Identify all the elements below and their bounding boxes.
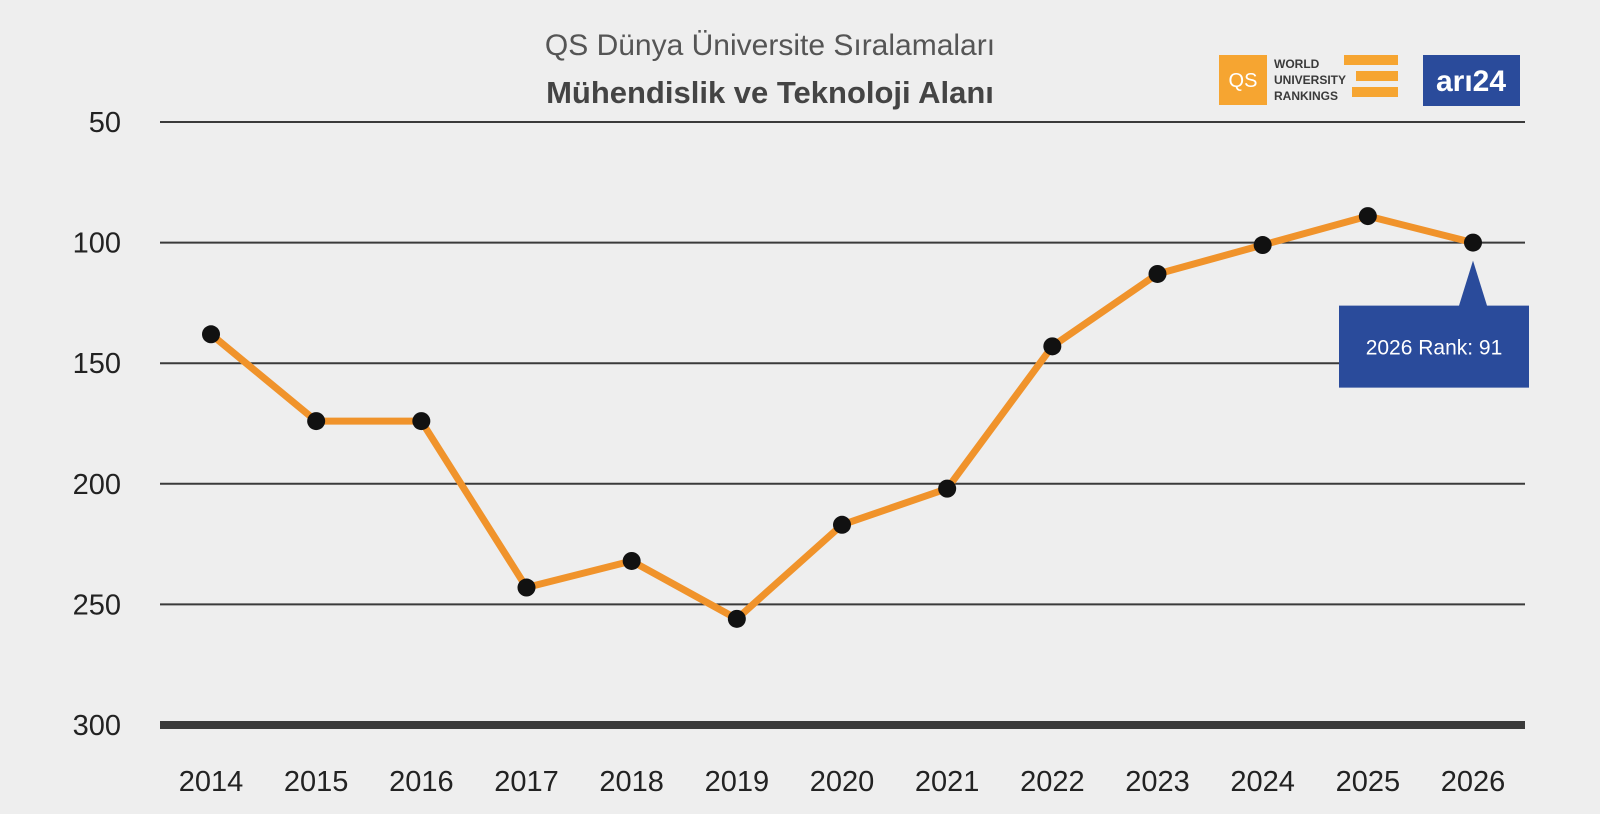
chart-title: QS Dünya Üniversite Sıralamaları	[545, 29, 995, 62]
x-tick-label: 2026	[1441, 766, 1506, 798]
ari24-logo: arı24	[1423, 55, 1520, 106]
data-point-2022	[1043, 337, 1062, 356]
x-tick-label: 2018	[599, 766, 664, 798]
data-point-2021	[938, 479, 957, 498]
x-tick-label: 2019	[705, 766, 770, 798]
data-point-2025	[1358, 207, 1377, 226]
x-tick-label: 2017	[494, 766, 559, 798]
x-tick-label: 2022	[1020, 766, 1085, 798]
y-tick-label: 200	[73, 469, 121, 501]
chart-subtitle: Mühendislik ve Teknoloji Alanı	[546, 75, 994, 110]
x-tick-label: 2016	[389, 766, 454, 798]
data-point-2017	[517, 578, 536, 597]
x-tick-label: 2015	[284, 766, 349, 798]
x-tick-label: 2023	[1125, 766, 1190, 798]
y-tick-label: 50	[89, 107, 121, 139]
qs-logo-square	[1219, 55, 1267, 105]
x-tick-label: 2020	[810, 766, 875, 798]
qs-logo-bar	[1356, 71, 1398, 81]
data-point-2018	[622, 551, 641, 570]
x-tick-label: 2024	[1230, 766, 1295, 798]
series-rank	[202, 207, 1482, 628]
y-tick-label: 150	[73, 348, 121, 380]
x-axis-ticks: 2014 2015 2016 2017 2018 2019 2020 2021 2022 2023…	[179, 766, 1506, 798]
qs-logo-bar	[1352, 87, 1398, 97]
x-tick-label: 2014	[179, 766, 244, 798]
x-tick-label: 2025	[1336, 766, 1401, 798]
y-tick-label: 300	[73, 710, 121, 742]
qs-logo-line1: WORLD	[1274, 57, 1320, 71]
gridlines	[160, 121, 1525, 729]
data-point-2019	[727, 609, 746, 628]
ari24-logo-box	[1423, 55, 1520, 106]
callout-text: 2026 Rank: 91	[1366, 337, 1503, 360]
data-point-2016	[412, 412, 431, 431]
qs-logo-bar	[1344, 55, 1398, 65]
qs-logo-mark: QS	[1229, 70, 1258, 92]
y-axis-ticks: 50 100 150 200 250 300	[73, 107, 121, 742]
data-point-2015	[307, 412, 326, 431]
x-tick-label: 2021	[915, 766, 980, 798]
data-point-2020	[833, 515, 851, 534]
y-tick-label: 250	[73, 589, 121, 621]
qs-logo-line3: RANKINGS	[1274, 89, 1338, 103]
ari24-logo-text: arı24	[1436, 65, 1506, 98]
qs-logo-line2: UNIVERSITY	[1274, 73, 1346, 87]
series-line	[207, 212, 1477, 623]
data-point-2026	[1464, 233, 1482, 252]
data-point-2024	[1253, 236, 1272, 255]
data-point-2023	[1148, 264, 1167, 283]
data-point-2014	[202, 325, 220, 344]
callout-box	[1339, 260, 1529, 388]
rank-callout: 2026 Rank: 91	[1339, 260, 1529, 388]
y-tick-label: 100	[73, 228, 121, 260]
qs-world-university-rankings-logo: QS WORLD UNIVERSITY RANKINGS	[1219, 55, 1398, 105]
